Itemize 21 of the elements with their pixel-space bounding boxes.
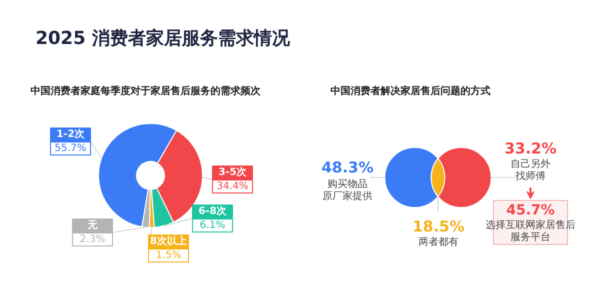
data-label: 18.5%: [412, 218, 465, 236]
data-label: 1.5%: [156, 250, 182, 261]
slice-label: 无: [86, 220, 98, 231]
slice-label: 1-2次: [56, 128, 86, 140]
chart-subtitle: 中国消费者家庭每季度对于家居售后服务的需求频次: [30, 85, 262, 97]
text: 选择互联网家居售后服务平台: [486, 219, 576, 243]
category-label: 两者都有: [418, 236, 458, 248]
data-label: 55.7%: [54, 143, 86, 154]
slice-label: 8次以上: [150, 235, 187, 247]
data-label: 48.3%: [321, 158, 374, 176]
data-label: 33.2%: [504, 140, 557, 158]
slice-label: 3-5次: [218, 166, 248, 178]
category-label: 购买物品原厂家提供: [322, 179, 372, 202]
category-label: 自己另外找师傅: [510, 158, 550, 182]
text: 45.7%: [506, 202, 555, 218]
data-label: 2.3%: [80, 234, 106, 245]
data-label: 34.4%: [216, 181, 248, 192]
slice-label: 6-8次: [198, 205, 228, 217]
chart-title: 2025 消费者家居服务需求情况: [36, 28, 291, 49]
text: 中国消费者解决家居售后问题的方式: [330, 85, 490, 97]
data-label: 6.1%: [200, 220, 226, 231]
